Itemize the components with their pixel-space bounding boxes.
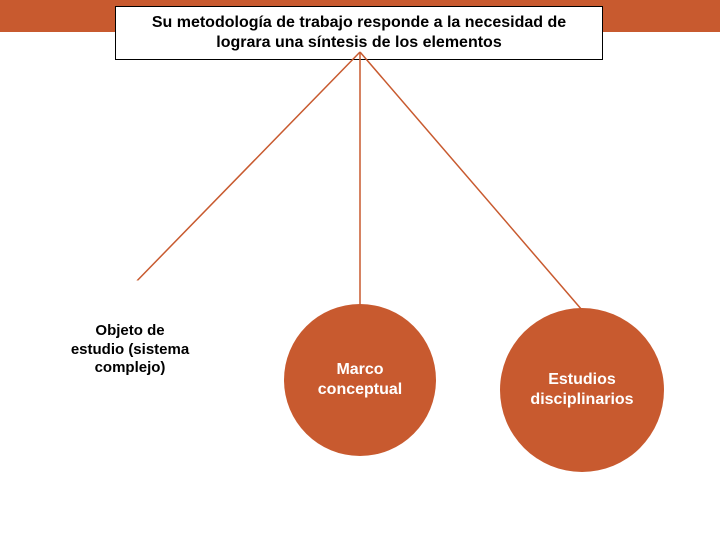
- title-box: Su metodología de trabajo responde a la …: [115, 6, 603, 60]
- title-text: Su metodología de trabajo responde a la …: [152, 14, 566, 51]
- diagram-stage: Su metodología de trabajo responde a la …: [0, 0, 720, 540]
- node-objeto: Objeto de estudio (sistema complejo): [60, 280, 200, 420]
- node-estudios: Estudios disciplinarios: [500, 308, 664, 472]
- node-marco-label: Marco conceptual: [294, 360, 426, 400]
- node-estudios-label: Estudios disciplinarios: [510, 370, 654, 410]
- node-marco: Marco conceptual: [284, 304, 436, 456]
- node-objeto-label: Objeto de estudio (sistema complejo): [70, 322, 190, 378]
